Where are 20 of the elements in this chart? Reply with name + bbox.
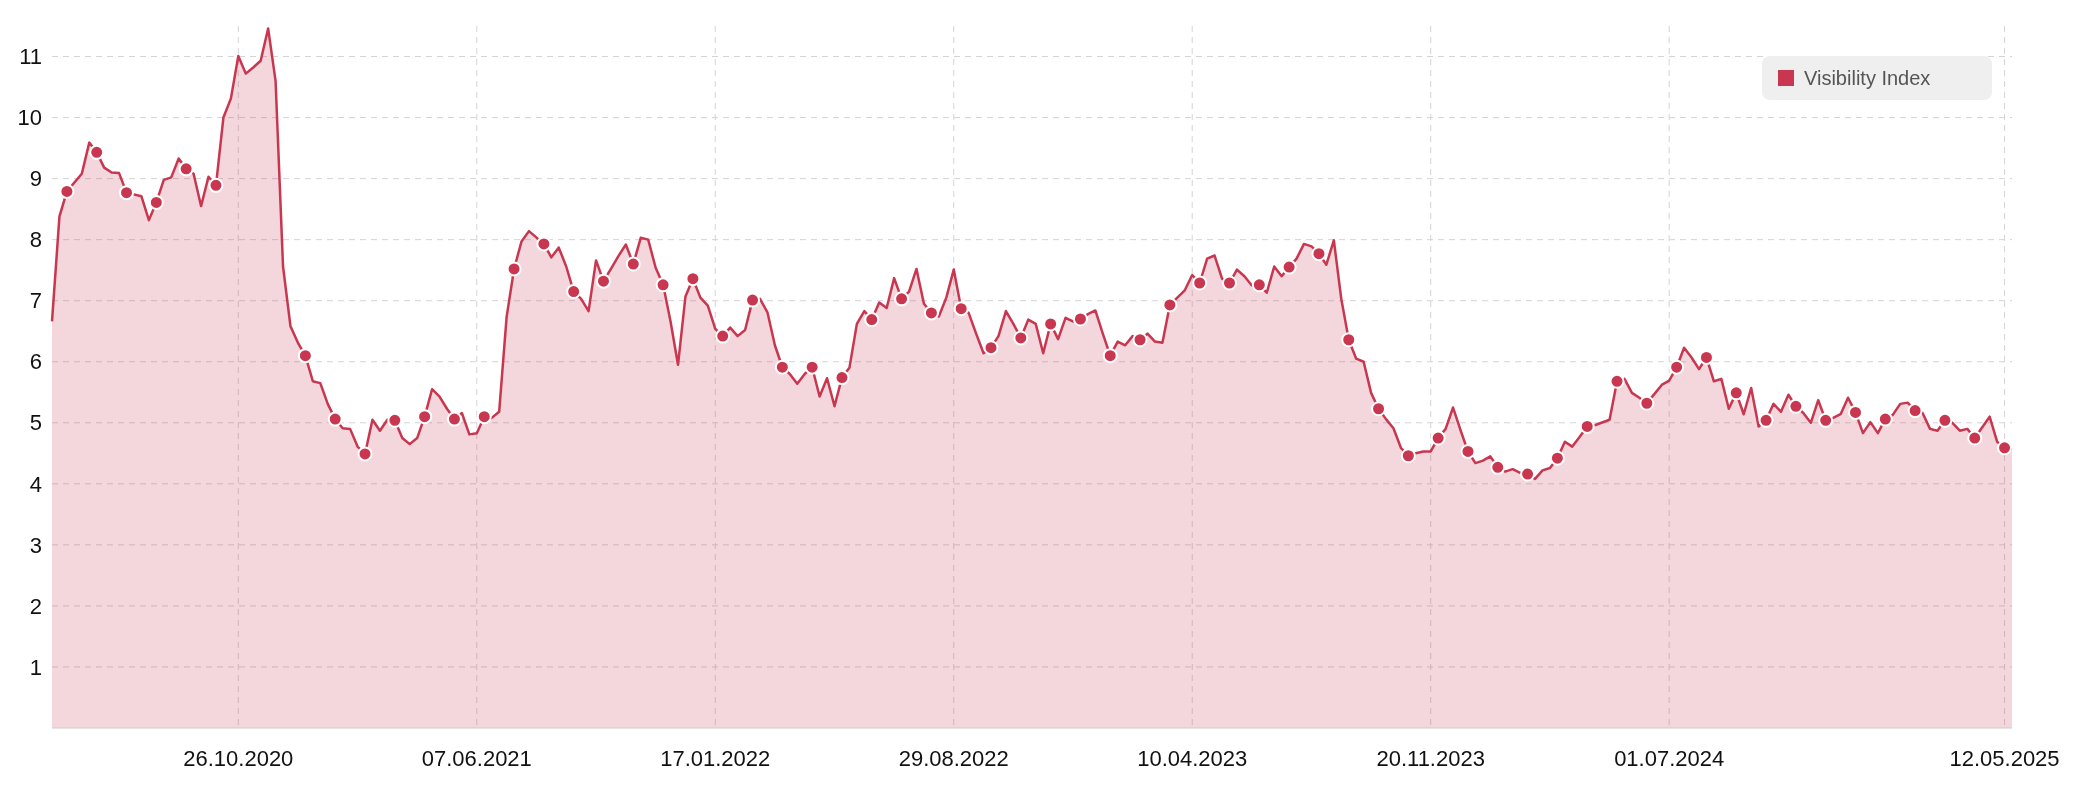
y-tick-label: 1 xyxy=(29,654,42,680)
x-tick-label: 29.08.2022 xyxy=(898,746,1009,771)
legend-label: Visibility Index xyxy=(1804,67,1931,89)
y-tick-label: 3 xyxy=(29,532,42,558)
x-tick-label: 26.10.2020 xyxy=(183,746,294,771)
x-tick-label: 10.04.2023 xyxy=(1137,746,1248,771)
y-tick-label: 4 xyxy=(29,471,42,497)
x-tick-label: 07.06.2021 xyxy=(421,746,532,771)
x-tick-label: 17.01.2022 xyxy=(660,746,771,771)
y-tick-label: 8 xyxy=(29,227,42,253)
y-tick-label: 9 xyxy=(29,166,42,192)
y-tick-label: 7 xyxy=(29,288,42,314)
y-tick-label: 6 xyxy=(29,349,42,375)
x-tick-label: 12.05.2025 xyxy=(1949,746,2060,771)
y-tick-label: 5 xyxy=(29,410,42,436)
y-tick-label: 11 xyxy=(19,44,42,70)
y-tick-label: 2 xyxy=(29,593,42,619)
x-tick-label: 01.07.2024 xyxy=(1614,746,1725,771)
x-tick-label: 20.11.2023 xyxy=(1376,746,1485,771)
y-tick-label: 10 xyxy=(17,105,42,131)
